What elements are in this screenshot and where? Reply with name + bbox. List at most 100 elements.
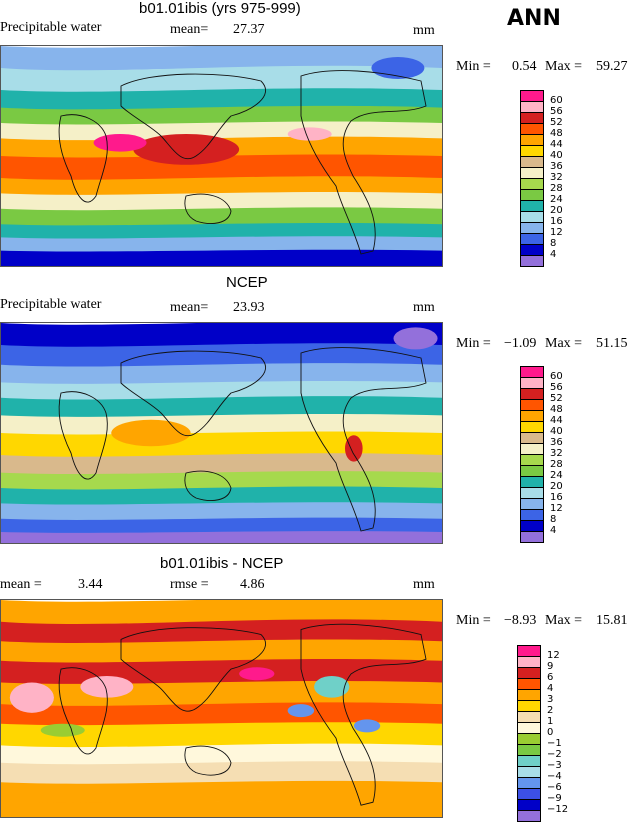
contour-band <box>1 236 442 253</box>
contour-band <box>1 46 442 71</box>
colorbar-swatch <box>520 255 544 267</box>
coastline <box>120 350 267 436</box>
panel1-variable: Precipitable water <box>0 20 102 35</box>
colorbar-label: 20 <box>550 205 563 216</box>
colorbar-label: 48 <box>550 404 563 415</box>
colorbar-label: 40 <box>550 150 563 161</box>
panel2-max-label: Max = <box>545 336 583 351</box>
map-field <box>1 600 442 817</box>
panel1-mean-label: mean= <box>170 22 209 37</box>
panel3-max-label: Max = <box>545 613 583 628</box>
colorbar-label: 44 <box>550 139 563 150</box>
colorbar-label: 44 <box>550 415 563 426</box>
colorbar-label: 12 <box>547 650 560 661</box>
panel3-map <box>0 599 443 818</box>
panel3-mean-label: mean = <box>0 577 42 592</box>
panel3-max-value: 15.81 <box>596 613 628 628</box>
panel2-min-value: −1.09 <box>504 336 537 351</box>
contour-band <box>1 743 442 766</box>
panel2-mean-label: mean= <box>170 300 209 315</box>
coastline <box>184 745 232 776</box>
contour-band <box>1 722 442 748</box>
season-label: ANN <box>507 6 561 31</box>
colorbar-label: 56 <box>550 106 563 117</box>
panel2-title: NCEP <box>226 274 268 291</box>
colorbar-label: −2 <box>547 749 562 760</box>
colorbar-label: 32 <box>550 172 563 183</box>
contour-band <box>1 639 442 664</box>
colorbar-label: 24 <box>550 194 563 205</box>
panel1-title: b01.01ibis (yrs 975-999) <box>139 0 301 17</box>
panel2-variable: Precipitable water <box>0 297 102 312</box>
contour-band <box>1 531 442 543</box>
colorbar-label: 9 <box>547 661 554 672</box>
contour-band <box>1 105 442 126</box>
colorbar-label: −6 <box>547 782 562 793</box>
colorbar-label: 40 <box>550 426 563 437</box>
colorbar-label: 6 <box>547 672 554 683</box>
contour-band <box>1 249 442 266</box>
colorbar-label: 52 <box>550 117 563 128</box>
panel1-map <box>0 45 443 267</box>
contour-band <box>1 176 442 197</box>
contour-blob <box>80 675 134 698</box>
panel1-max-label: Max = <box>545 59 583 74</box>
panel2-max-value: 51.15 <box>596 336 628 351</box>
colorbar-swatch <box>520 531 544 543</box>
contour-blob <box>314 675 350 698</box>
contour-blob <box>344 435 363 462</box>
panel1-min-value: 0.54 <box>512 59 537 74</box>
map-field <box>1 46 442 266</box>
colorbar-label: 28 <box>550 183 563 194</box>
panel2-map <box>0 322 443 544</box>
colorbar-label: 8 <box>550 514 557 525</box>
contour-blob <box>393 327 438 350</box>
contour-band <box>1 502 442 522</box>
contour-band <box>1 223 442 240</box>
colorbar-label: 8 <box>550 238 557 249</box>
coastline <box>58 114 108 203</box>
contour-blob <box>287 704 315 718</box>
colorbar-label: 4 <box>547 683 554 694</box>
colorbar-label: 3 <box>547 694 554 705</box>
panel3-units: mm <box>413 577 435 592</box>
colorbar-label: 56 <box>550 382 563 393</box>
colorbar-label: 28 <box>550 459 563 470</box>
contour-band <box>1 453 442 476</box>
contour-band <box>1 380 442 401</box>
map-field <box>1 323 442 543</box>
colorbar-label: −4 <box>547 771 562 782</box>
colorbar-label: 1 <box>547 716 554 727</box>
contour-band <box>1 65 442 94</box>
contour-band <box>1 517 442 535</box>
coastline <box>120 73 267 159</box>
contour-blob <box>353 719 381 733</box>
contour-band <box>1 343 442 368</box>
panel1-max-value: 59.27 <box>596 59 628 74</box>
colorbar-label: 60 <box>550 371 563 382</box>
panel1-min-label: Min = <box>456 59 491 74</box>
colorbar-label: 32 <box>550 448 563 459</box>
panel3-title: b01.01ibis - NCEP <box>160 555 284 572</box>
contour-band <box>1 619 442 645</box>
contour-band <box>1 471 442 491</box>
colorbar-swatch <box>517 810 541 822</box>
contour-band <box>1 600 442 625</box>
colorbar-label: 16 <box>550 216 563 227</box>
panel1-units: mm <box>413 23 435 38</box>
panel3-min-label: Min = <box>456 613 491 628</box>
colorbar-label: 36 <box>550 437 563 448</box>
panel3-rmse-value: 4.86 <box>240 577 265 592</box>
contour-band <box>1 323 442 348</box>
contour-band <box>1 396 442 419</box>
coastline <box>58 667 108 755</box>
contour-band <box>1 431 442 458</box>
colorbar-label: −9 <box>547 793 562 804</box>
contour-band <box>1 486 442 506</box>
contour-band <box>1 154 442 181</box>
contour-band <box>1 191 442 212</box>
contour-band <box>1 780 442 805</box>
colorbar-label: 2 <box>547 705 554 716</box>
panel2-units: mm <box>413 300 435 315</box>
colorbar-label: 4 <box>550 525 557 536</box>
